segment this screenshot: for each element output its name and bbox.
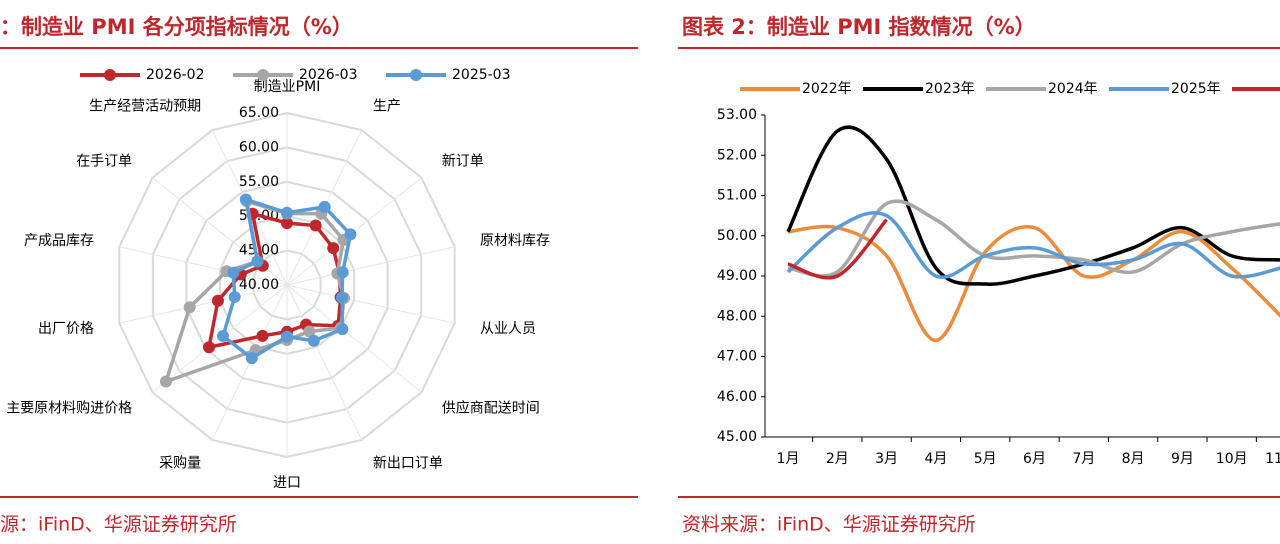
point bbox=[245, 352, 258, 365]
legend-label: 2026-02 bbox=[146, 67, 205, 83]
axis-label: 供应商配送时间 bbox=[442, 399, 540, 416]
axis-label: 原材料库存 bbox=[480, 233, 550, 249]
x-tick-label: 5月 bbox=[974, 451, 997, 467]
spoke bbox=[119, 284, 288, 324]
point bbox=[344, 228, 357, 241]
axis-label: 新订单 bbox=[442, 154, 484, 170]
legend-label: 2024年 bbox=[1048, 81, 1098, 97]
legend-marker bbox=[104, 69, 116, 81]
x-tick-label: 7月 bbox=[1072, 451, 1095, 467]
chart-title: ：制造业 PMI 各分项指标情况（%） bbox=[0, 15, 353, 39]
point bbox=[227, 266, 240, 279]
axis-label: 从业人员 bbox=[480, 321, 536, 337]
y-tick-label: 46.00 bbox=[717, 389, 757, 405]
spoke bbox=[286, 284, 455, 324]
legend-marker bbox=[257, 69, 269, 81]
point bbox=[318, 200, 331, 213]
legend-marker bbox=[410, 69, 422, 81]
source: 资料来源：iFinD、华源证券研究所 bbox=[682, 514, 976, 536]
x-tick-label: 11月 bbox=[1265, 451, 1280, 467]
point bbox=[251, 255, 264, 268]
x-tick-label: 6月 bbox=[1023, 451, 1046, 467]
spoke bbox=[119, 246, 288, 286]
x-tick-label: 2月 bbox=[826, 451, 849, 467]
series-line bbox=[786, 211, 1280, 279]
spoke bbox=[286, 284, 422, 393]
source: 源：iFinD、华源证券研究所 bbox=[0, 514, 237, 536]
y-tick-label: 51.00 bbox=[717, 188, 757, 204]
point bbox=[303, 325, 316, 338]
point bbox=[239, 193, 252, 206]
chart-title: 图表 2：制造业 PMI 指数情况（%） bbox=[682, 15, 1036, 39]
legend-label: 2025-03 bbox=[452, 67, 511, 83]
r-tick-label: 40.00 bbox=[239, 277, 279, 293]
y-tick-label: 49.00 bbox=[717, 268, 757, 284]
r-tick-label: 55.00 bbox=[239, 174, 279, 190]
point bbox=[281, 330, 293, 343]
point bbox=[309, 219, 322, 232]
spoke bbox=[286, 284, 363, 441]
r-tick-label: 60.00 bbox=[239, 139, 279, 155]
y-tick-label: 50.00 bbox=[717, 228, 757, 244]
point bbox=[228, 290, 241, 303]
spoke bbox=[211, 129, 288, 286]
x-tick-label: 4月 bbox=[924, 451, 947, 467]
point bbox=[159, 375, 172, 388]
axis-label: 生产经营活动预期 bbox=[89, 99, 201, 115]
y-tick-label: 47.00 bbox=[717, 349, 757, 365]
point bbox=[281, 217, 293, 230]
spoke bbox=[286, 246, 455, 286]
x-tick-label: 3月 bbox=[875, 451, 898, 467]
axis-label: 产成品库存 bbox=[24, 233, 94, 249]
y-tick-label: 52.00 bbox=[717, 147, 757, 163]
y-tick-label: 53.00 bbox=[717, 107, 757, 123]
point bbox=[211, 294, 224, 307]
point bbox=[281, 206, 293, 219]
axis-label: 主要原材料购进价格 bbox=[6, 400, 132, 416]
axis-label: 出厂价格 bbox=[38, 321, 94, 337]
axis-label: 新出口订单 bbox=[373, 455, 443, 471]
series-line bbox=[787, 199, 1280, 278]
point bbox=[327, 242, 340, 255]
point bbox=[336, 266, 349, 279]
axis-label: 进口 bbox=[273, 475, 301, 491]
y-tick-label: 45.00 bbox=[717, 429, 757, 445]
legend-label: 2023年 bbox=[925, 81, 975, 97]
point bbox=[256, 329, 269, 342]
x-tick-label: 10月 bbox=[1216, 451, 1248, 467]
r-tick-label: 65.00 bbox=[239, 105, 279, 121]
y-tick-label: 48.00 bbox=[717, 308, 757, 324]
axis-label: 生产 bbox=[373, 99, 401, 115]
series-line bbox=[787, 224, 1280, 343]
axis-label: 在手订单 bbox=[76, 154, 132, 170]
point bbox=[336, 291, 349, 304]
x-tick-label: 8月 bbox=[1122, 451, 1145, 467]
legend-label: 2025年 bbox=[1171, 81, 1221, 97]
point bbox=[216, 330, 229, 343]
point bbox=[203, 341, 216, 354]
legend-label: 2022年 bbox=[802, 81, 852, 97]
point bbox=[183, 301, 196, 314]
point bbox=[307, 334, 320, 347]
x-tick-label: 9月 bbox=[1171, 451, 1194, 467]
point bbox=[336, 323, 349, 336]
legend-label: 2026-03 bbox=[299, 67, 358, 83]
x-tick-label: 1月 bbox=[777, 451, 800, 467]
series-line bbox=[787, 218, 888, 280]
axis-label: 制造业PMI bbox=[254, 79, 321, 95]
axis-label: 采购量 bbox=[159, 455, 201, 471]
series-line bbox=[786, 125, 1280, 286]
